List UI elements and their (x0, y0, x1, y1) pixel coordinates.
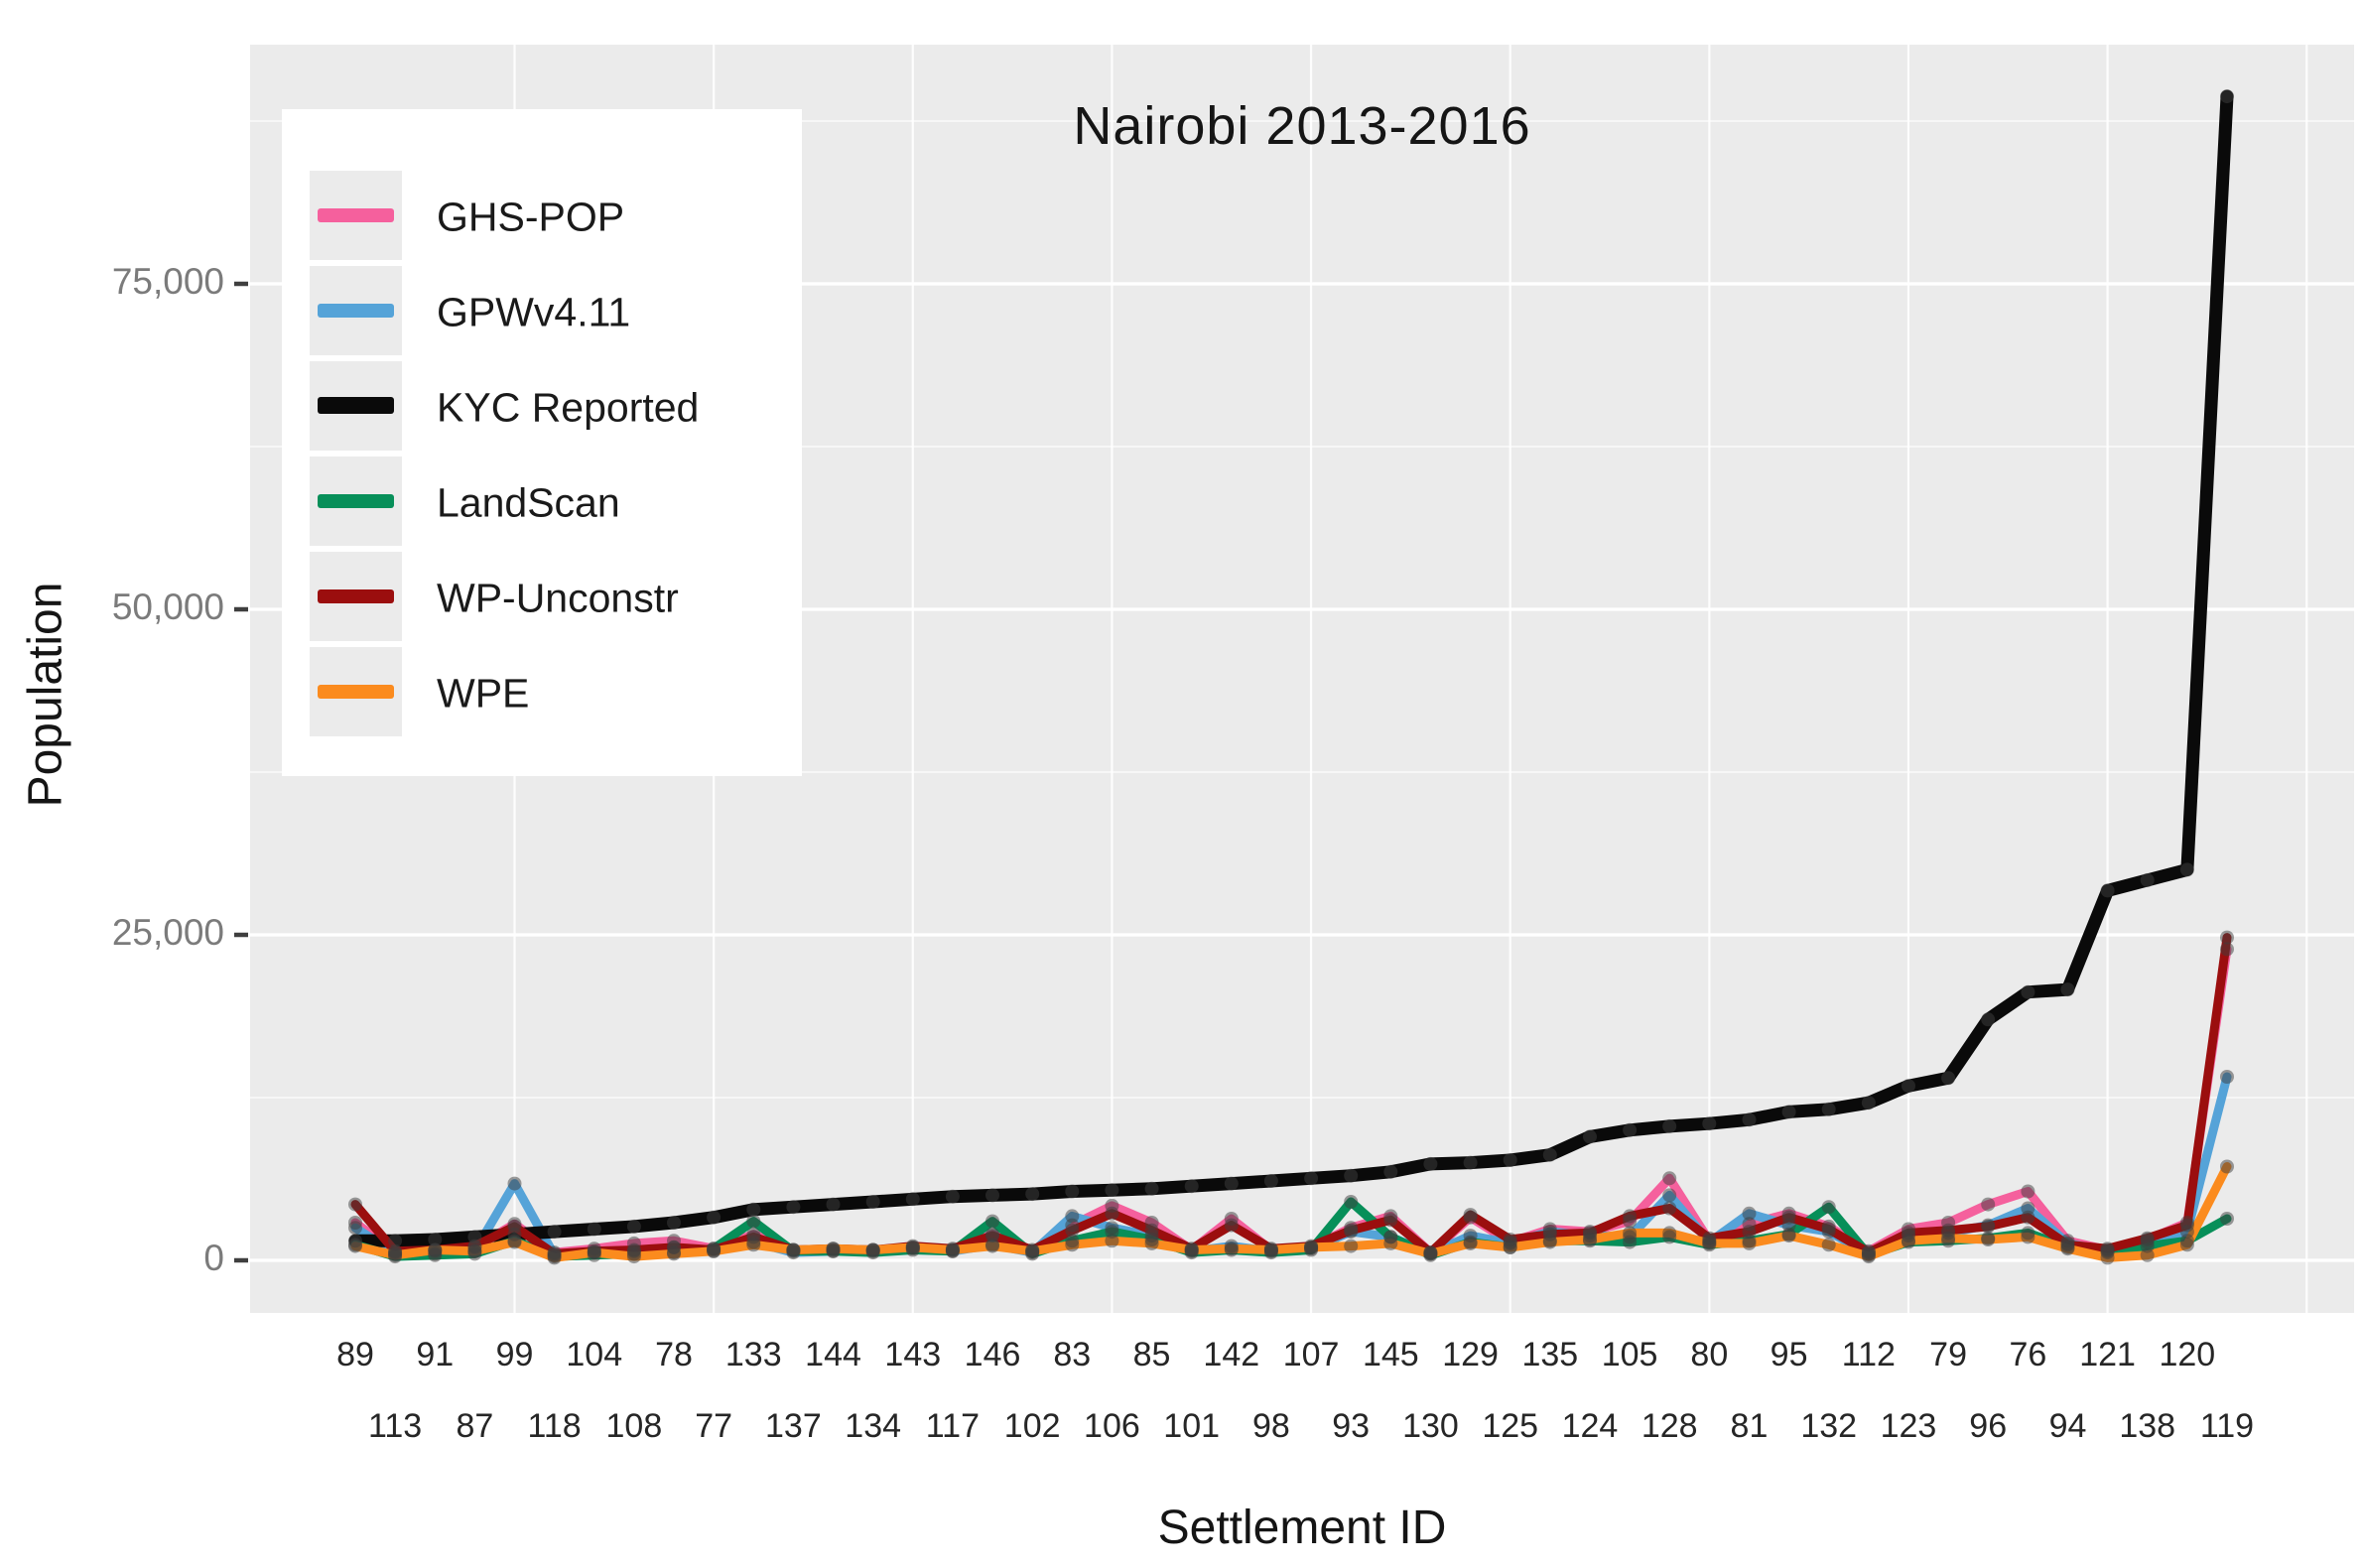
x-category-label: 78 (655, 1336, 693, 1373)
x-category-label: 112 (1841, 1336, 1896, 1373)
x-category-label: 134 (845, 1407, 902, 1445)
x-category-label: 104 (566, 1336, 623, 1373)
x-category-label: 101 (1163, 1407, 1221, 1445)
x-category-label: 117 (925, 1407, 981, 1445)
legend-line-swatch (318, 589, 394, 603)
legend-line-swatch (318, 494, 394, 508)
x-category-label: 142 (1203, 1336, 1260, 1373)
legend-item-landscan: LandScan (282, 457, 802, 550)
x-category-label: 133 (724, 1336, 782, 1373)
x-category-label: 138 (2119, 1407, 2176, 1445)
legend-label: LandScan (437, 479, 620, 526)
y-tick-label: 25,000 (111, 912, 224, 953)
x-category-label: 113 (368, 1407, 423, 1445)
legend-label: KYC Reported (437, 384, 700, 431)
x-category-label: 123 (1880, 1407, 1937, 1445)
x-category-label: 124 (1561, 1407, 1619, 1445)
x-category-label: 132 (1800, 1407, 1858, 1445)
x-category-label: 85 (1132, 1336, 1171, 1373)
x-category-label: 80 (1690, 1336, 1729, 1373)
x-category-label: 93 (1332, 1407, 1371, 1445)
x-category-label: 81 (1730, 1407, 1769, 1445)
x-category-label: 119 (2199, 1407, 2255, 1445)
x-category-label: 77 (695, 1407, 733, 1445)
legend-line-swatch (318, 397, 394, 414)
x-category-label: 76 (2009, 1336, 2047, 1373)
legend-line-swatch (318, 304, 394, 318)
x-category-label: 91 (416, 1336, 455, 1373)
x-category-label: 125 (1482, 1407, 1539, 1445)
x-category-label: 89 (336, 1336, 374, 1373)
x-category-label: 87 (456, 1407, 494, 1445)
x-category-label: 144 (805, 1336, 861, 1373)
y-tick-label: 75,000 (111, 261, 224, 302)
x-category-label: 96 (1969, 1407, 2008, 1445)
x-category-label: 135 (1521, 1336, 1579, 1373)
legend-key (310, 171, 402, 260)
legend-key (310, 266, 402, 355)
legend-item-ghs-pop: GHS-POP (282, 171, 802, 264)
x-category-label: 105 (1601, 1336, 1658, 1373)
legend-key (310, 552, 402, 641)
y-tick-label: 0 (203, 1238, 224, 1278)
legend-item-kyc-reported: KYC Reported (282, 361, 802, 455)
x-category-label: 143 (884, 1336, 942, 1373)
x-category-label: 98 (1252, 1407, 1290, 1445)
legend-item-gpwv4-11: GPWv4.11 (282, 266, 802, 359)
legend-key (310, 457, 402, 546)
x-category-label: 145 (1362, 1336, 1419, 1373)
legend-label: WPE (437, 670, 530, 717)
x-category-label: 120 (2159, 1336, 2216, 1373)
x-category-label: 108 (605, 1407, 663, 1445)
legend-label: WP-Unconstr (437, 575, 679, 621)
x-category-label: 121 (2079, 1336, 2136, 1373)
x-category-label: 102 (1003, 1407, 1061, 1445)
x-category-label: 107 (1282, 1336, 1340, 1373)
legend-line-swatch (318, 208, 394, 222)
x-category-label: 137 (765, 1407, 822, 1445)
legend-key (310, 361, 402, 451)
legend-key (310, 647, 402, 736)
legend-item-wpe: WPE (282, 647, 802, 740)
x-category-label: 129 (1442, 1336, 1499, 1373)
x-category-label: 106 (1084, 1407, 1140, 1445)
x-category-label: 95 (1770, 1336, 1808, 1373)
legend-line-swatch (318, 685, 394, 699)
x-category-label: 83 (1053, 1336, 1092, 1373)
y-tick-label: 50,000 (111, 587, 224, 627)
legend: GHS-POP GPWv4.11 KYC Reported LandScan WP-Un… (282, 109, 802, 776)
legend-item-wp-unconstr: WP-Unconstr (282, 552, 802, 645)
x-category-label: 99 (495, 1336, 534, 1373)
chart-title: Nairobi 2013-2016 (1073, 96, 1531, 156)
x-axis-title: Settlement ID (1157, 1502, 1447, 1554)
legend-label: GPWv4.11 (437, 289, 631, 335)
x-category-label: 130 (1402, 1407, 1459, 1445)
x-category-label: 79 (1929, 1336, 1967, 1373)
x-category-label: 146 (964, 1336, 1021, 1373)
legend-label: GHS-POP (437, 194, 625, 240)
x-category-label: 128 (1640, 1407, 1698, 1445)
x-category-label: 118 (527, 1407, 582, 1445)
x-category-label: 94 (2048, 1407, 2087, 1445)
